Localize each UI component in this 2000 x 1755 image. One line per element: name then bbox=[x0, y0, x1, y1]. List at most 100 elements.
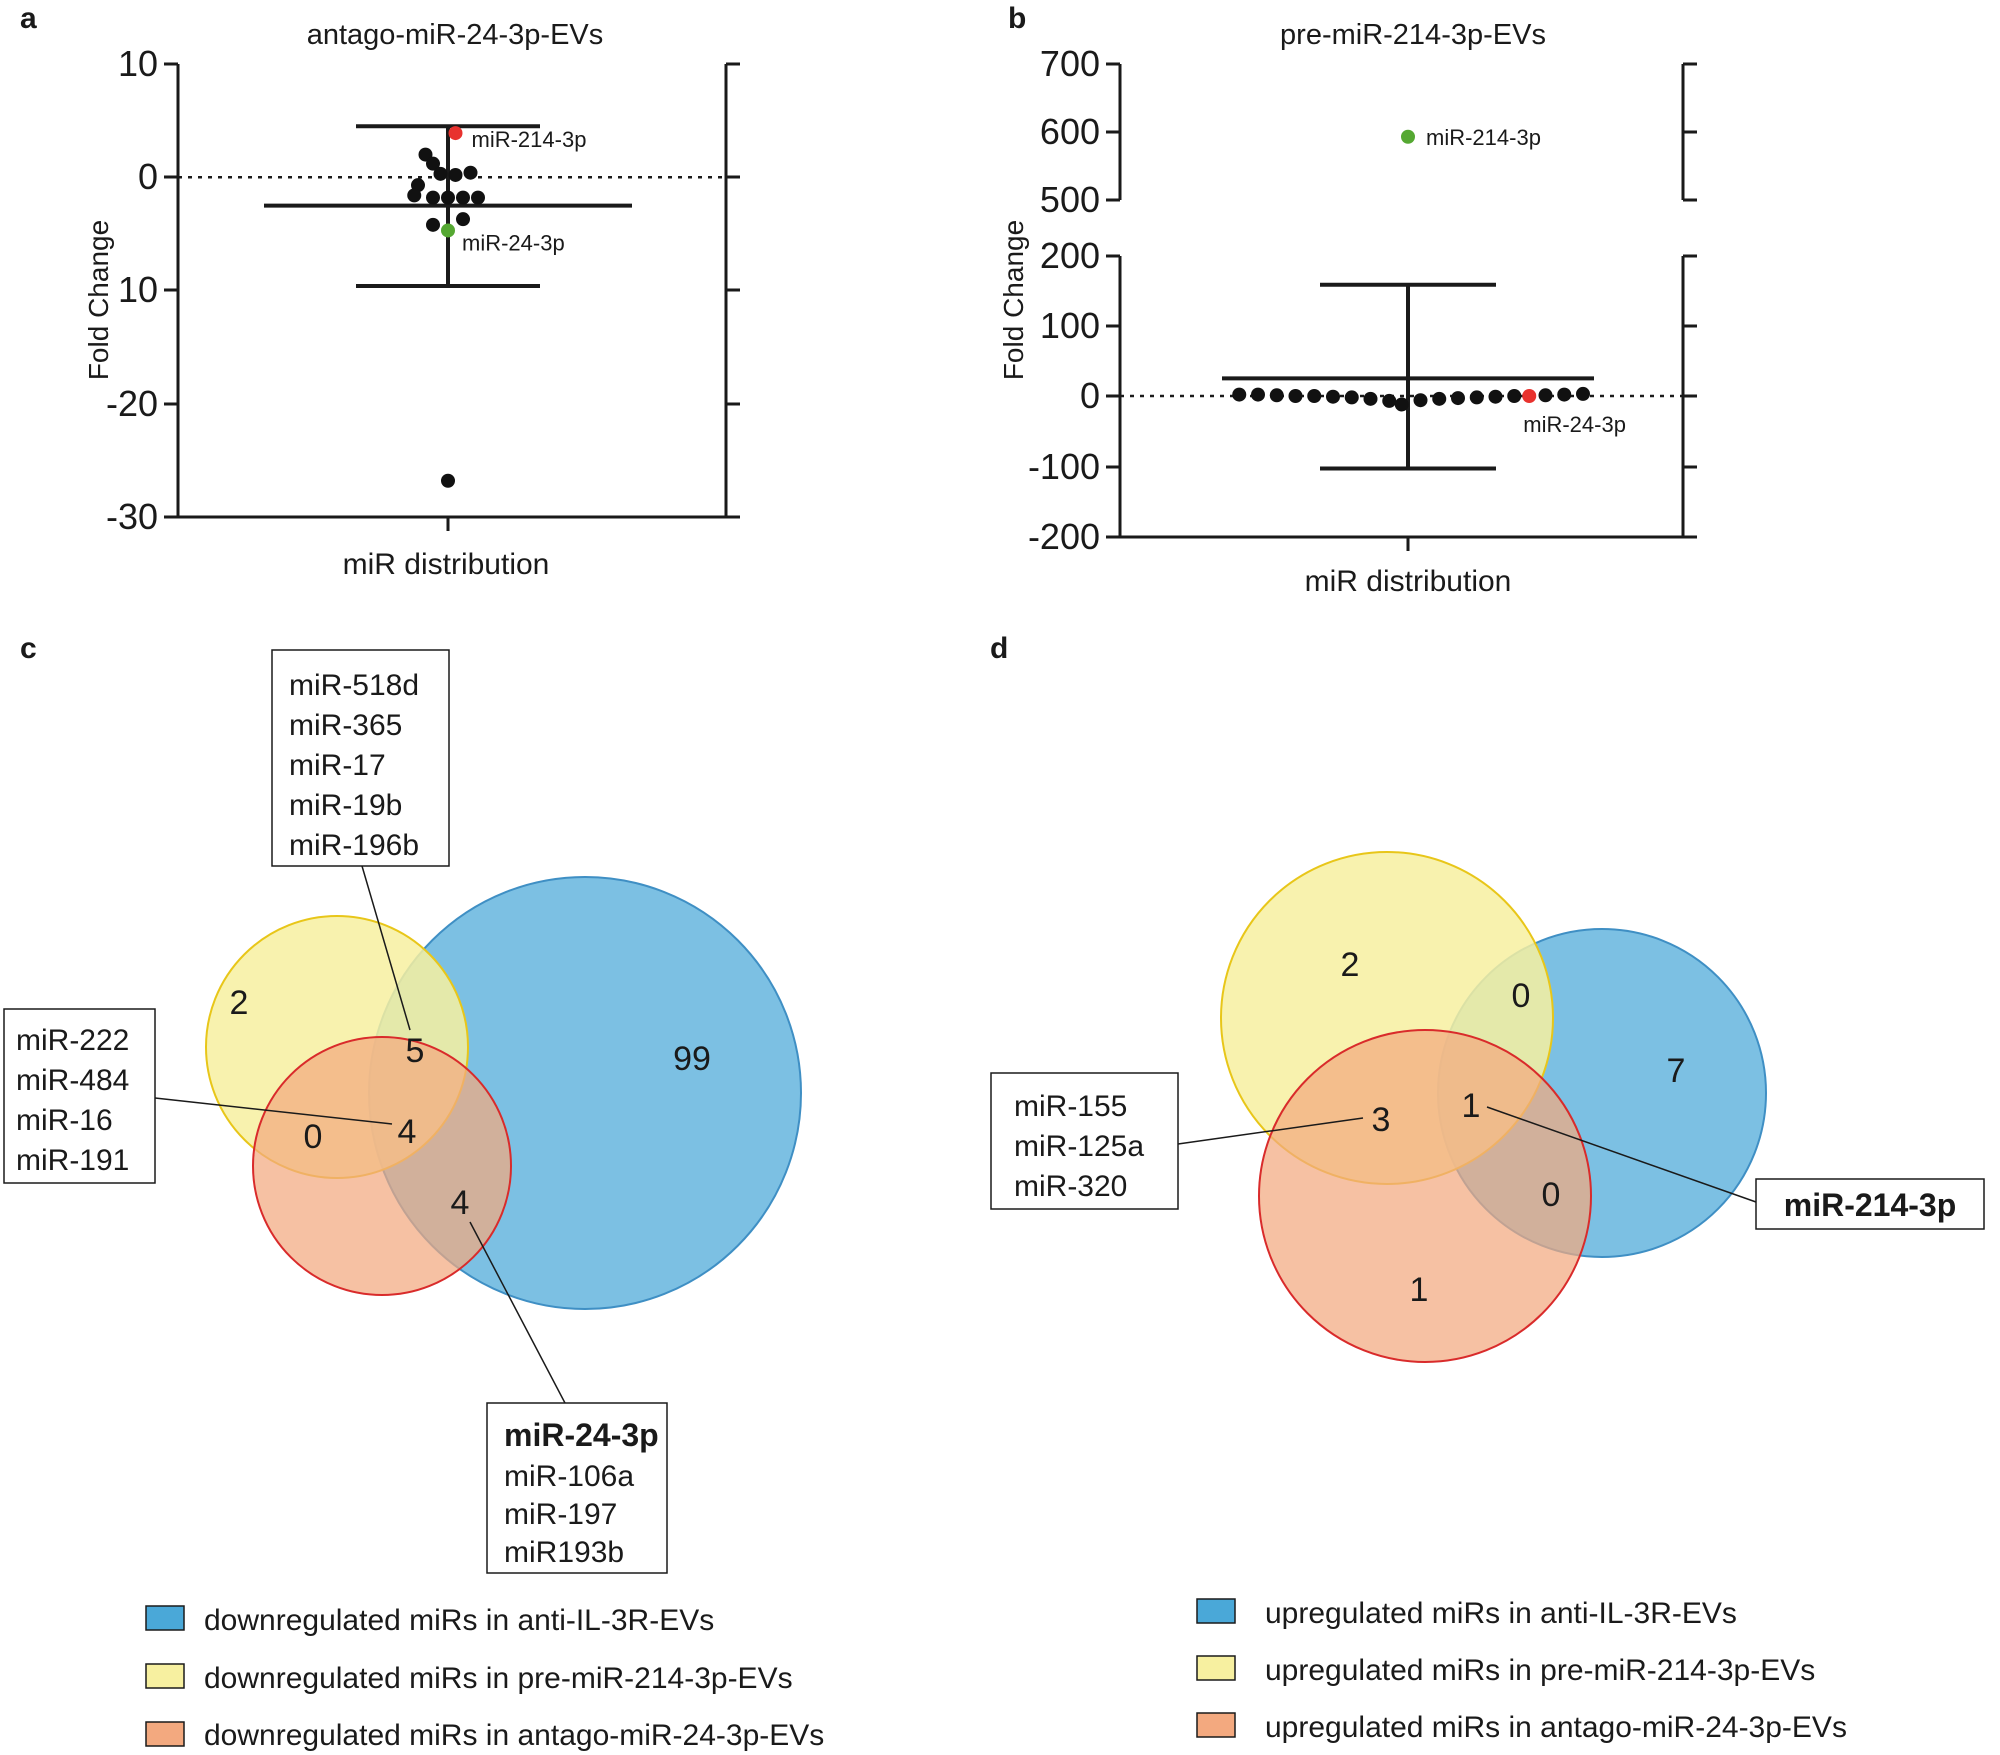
venn-c-callout-pre-anti-line-4: miR-196b bbox=[289, 829, 419, 862]
venn-c-callout-anti-antago-bold: miR-24-3p bbox=[504, 1417, 659, 1453]
chart-a-point-3 bbox=[433, 166, 448, 181]
chart-a-title: antago-miR-24-3p-EVs bbox=[307, 19, 604, 51]
chart-b-point-17 bbox=[1557, 387, 1572, 402]
chart-a-ytick-label-2: 10 bbox=[118, 269, 158, 310]
chart-b-points bbox=[1232, 386, 1590, 412]
venn-c-set-antago bbox=[252, 1036, 512, 1296]
venn-c-count-pre-anti: 5 bbox=[406, 1032, 425, 1070]
venn-d-callout-all-three-box bbox=[1755, 1178, 1985, 1230]
venn-c-callout-anti-antago-line-1: miR-197 bbox=[504, 1498, 617, 1531]
venn-d-legend-label-antago: upregulated miRs in antago-miR-24-3p-EVs bbox=[1265, 1711, 1847, 1744]
venn-d-callout-pre-antago: miR-155 miR-125a miR-320 bbox=[990, 1072, 1179, 1210]
venn-c-callout-anti-antago: miR-24-3p miR-106a miR-197 miR193b bbox=[486, 1402, 668, 1574]
chart-b-label-mir-214-3p: miR-214-3p bbox=[1426, 125, 1541, 150]
chart-a-ytick-label-3: -20 bbox=[106, 383, 158, 424]
chart-a-xlabel: miR distribution bbox=[343, 548, 550, 581]
venn-c-legend-label-anti: downregulated miRs in anti-IL-3R-EVs bbox=[204, 1604, 714, 1637]
chart-b-point-18 bbox=[1576, 386, 1590, 401]
venn-c-callout-all-three-line-3: miR-191 bbox=[16, 1144, 129, 1177]
chart-b-ytick-label-200: 200 bbox=[1040, 235, 1100, 276]
venn-c-legend: downregulated miRs in anti-IL-3R-EVs dow… bbox=[145, 1604, 824, 1752]
chart-a-point-13 bbox=[441, 473, 455, 488]
chart-a-point-5 bbox=[463, 165, 478, 180]
chart-b-point-14 bbox=[1488, 389, 1503, 404]
chart-a-label-mir-24-3p: miR-24-3p bbox=[462, 230, 565, 255]
venn-d-callout-all-three-bold: miR-214-3p bbox=[1784, 1187, 1957, 1223]
chart-b-ytick-label-700: 700 bbox=[1040, 43, 1100, 84]
chart-b-label-mir-24-3p: miR-24-3p bbox=[1523, 412, 1626, 437]
venn-d-legend-label-anti: upregulated miRs in anti-IL-3R-EVs bbox=[1265, 1597, 1737, 1630]
chart-a-point-10 bbox=[471, 190, 485, 205]
chart-a-point-1 bbox=[426, 156, 440, 171]
venn-c-callout-anti-antago-box bbox=[486, 1402, 668, 1574]
venn-c-callout-all-three-line-1: miR-484 bbox=[16, 1064, 129, 1097]
venn-d-legend-swatch-pre bbox=[1196, 1655, 1236, 1681]
venn-c-leader-pre-anti bbox=[361, 865, 411, 1031]
venn-d-legend: upregulated miRs in anti-IL-3R-EVs upreg… bbox=[1196, 1597, 1847, 1744]
venn-c-callout-pre-anti-line-0: miR-518d bbox=[289, 669, 419, 702]
chart-a-point-12 bbox=[456, 212, 470, 227]
chart-b-point-15 bbox=[1507, 389, 1522, 403]
chart-b-point-7 bbox=[1363, 391, 1378, 406]
venn-d-legend-label-pre: upregulated miRs in pre-miR-214-3p-EVs bbox=[1265, 1654, 1815, 1687]
venn-c-legend-swatch-anti bbox=[145, 1605, 185, 1631]
venn-c-leader-all-three bbox=[154, 1097, 393, 1125]
chart-a-ytick-label-4: -30 bbox=[106, 496, 158, 537]
panel-letter-d: d bbox=[990, 632, 1008, 665]
venn-d-set-antago bbox=[1258, 1029, 1592, 1363]
venn-c-count-anti-only: 99 bbox=[673, 1040, 711, 1078]
venn-d-callout-pre-antago-line-0: miR-155 bbox=[1014, 1090, 1127, 1123]
chart-b-point-5 bbox=[1326, 389, 1340, 404]
chart-a-point-7 bbox=[426, 190, 440, 205]
venn-c-count-anti-antago: 4 bbox=[451, 1184, 470, 1222]
chart-b-point-6 bbox=[1344, 390, 1359, 405]
venn-d-legend-swatch-antago bbox=[1196, 1712, 1236, 1738]
panel-d: d 2 0 7 3 1 0 1 miR-155 miR-125a miR-320… bbox=[990, 632, 1985, 1744]
chart-b-point-11 bbox=[1432, 391, 1447, 406]
chart-a-point-mir-24-3p bbox=[441, 223, 455, 238]
venn-c-callout-pre-anti-box bbox=[271, 649, 450, 867]
venn-c-callout-all-three-line-0: miR-222 bbox=[16, 1024, 129, 1057]
venn-c-callout-all-three-line-2: miR-16 bbox=[16, 1104, 113, 1137]
chart-b-point-mir-214-3p bbox=[1401, 129, 1415, 144]
chart-b-ylabel: Fold Change bbox=[998, 220, 1029, 380]
panel-c: c 2 5 99 4 0 4 miR-518d miR-365 miR-17 m… bbox=[3, 632, 824, 1752]
venn-d-count-antago-only: 1 bbox=[1410, 1271, 1429, 1309]
chart-b-ytick-label-500: 500 bbox=[1040, 179, 1100, 220]
chart-a-points bbox=[407, 147, 485, 488]
chart-a-point-6 bbox=[407, 188, 422, 203]
venn-d-count-all-three: 1 bbox=[1462, 1087, 1481, 1125]
chart-b-point-3 bbox=[1288, 389, 1303, 403]
panel-letter-b: b bbox=[1008, 2, 1026, 35]
venn-c-legend-label-antago: downregulated miRs in antago-miR-24-3p-E… bbox=[204, 1719, 824, 1752]
chart-b-point-10 bbox=[1413, 393, 1428, 408]
chart-a-ylabel: Fold Change bbox=[83, 220, 114, 380]
venn-c-legend-swatch-pre bbox=[145, 1663, 185, 1689]
chart-a-point-11 bbox=[426, 217, 440, 232]
venn-c-count-pre-only: 2 bbox=[230, 984, 249, 1022]
chart-b-ticks bbox=[1106, 62, 1697, 539]
venn-d-leader-pre-antago bbox=[1177, 1117, 1364, 1145]
venn-d-count-pre-anti: 0 bbox=[1512, 977, 1531, 1015]
chart-b-xlabel: miR distribution bbox=[1305, 565, 1512, 598]
venn-c-legend-swatch-antago bbox=[145, 1721, 185, 1747]
chart-b-point-9 bbox=[1394, 397, 1409, 412]
chart-b-ytick-label-0: 0 bbox=[1080, 375, 1100, 416]
panel-a: a antago-miR-24-3p-EVs 10 0 10 -20 -30 F… bbox=[20, 2, 740, 581]
venn-d-legend-swatch-anti bbox=[1196, 1598, 1236, 1624]
chart-b-ytick-label-neg100: -100 bbox=[1028, 446, 1100, 487]
chart-b-point-2 bbox=[1269, 388, 1284, 403]
venn-d-count-pre-antago: 3 bbox=[1372, 1101, 1391, 1139]
venn-c-callout-anti-antago-line-2: miR193b bbox=[504, 1536, 624, 1569]
chart-a-point-mir-214-3p bbox=[448, 126, 463, 141]
venn-c-callout-pre-anti-line-1: miR-365 bbox=[289, 709, 402, 742]
chart-b-point-4 bbox=[1307, 389, 1322, 403]
venn-d-leader-all-three bbox=[1486, 1106, 1757, 1203]
panel-letter-a: a bbox=[20, 2, 37, 35]
venn-c-leader-anti-antago bbox=[469, 1221, 566, 1404]
chart-a-ticks bbox=[164, 62, 740, 519]
venn-d-callout-pre-antago-line-1: miR-125a bbox=[1014, 1130, 1144, 1163]
venn-c-callout-pre-anti-line-3: miR-19b bbox=[289, 789, 402, 822]
venn-c-callout-all-three: miR-222 miR-484 miR-16 miR-191 bbox=[3, 1008, 156, 1184]
